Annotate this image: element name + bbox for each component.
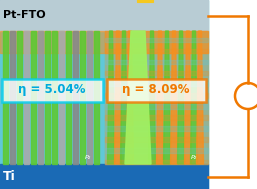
Bar xyxy=(105,82,208,86)
Bar xyxy=(105,115,208,120)
Polygon shape xyxy=(190,31,197,164)
Bar xyxy=(52,31,57,164)
Bar xyxy=(105,31,208,53)
Bar xyxy=(105,93,208,98)
Bar xyxy=(105,126,208,131)
Polygon shape xyxy=(115,31,122,164)
Text: Pt-FTO: Pt-FTO xyxy=(3,11,46,20)
Polygon shape xyxy=(126,31,133,164)
Bar xyxy=(3,31,7,164)
Polygon shape xyxy=(121,31,127,164)
Polygon shape xyxy=(197,31,204,164)
Bar xyxy=(80,31,85,164)
Bar xyxy=(10,31,14,164)
Bar xyxy=(0,0,208,31)
Bar xyxy=(105,71,208,75)
Polygon shape xyxy=(149,31,155,164)
Polygon shape xyxy=(107,31,115,164)
Bar xyxy=(105,104,208,109)
FancyBboxPatch shape xyxy=(2,78,103,101)
Bar xyxy=(59,31,63,164)
Bar xyxy=(105,160,208,164)
FancyBboxPatch shape xyxy=(106,78,206,101)
Bar xyxy=(31,31,35,164)
Bar xyxy=(105,31,208,164)
Bar xyxy=(0,31,105,53)
Bar xyxy=(105,149,208,153)
Polygon shape xyxy=(125,31,151,164)
Bar xyxy=(66,31,70,164)
Bar xyxy=(87,31,91,164)
Polygon shape xyxy=(170,31,178,164)
Bar xyxy=(105,38,208,42)
Polygon shape xyxy=(157,31,163,164)
Bar xyxy=(105,49,208,53)
Bar xyxy=(0,164,208,189)
Text: P₂: P₂ xyxy=(191,155,197,160)
Text: η = 5.04%: η = 5.04% xyxy=(18,84,86,97)
Text: Ti: Ti xyxy=(3,170,16,183)
Bar xyxy=(105,60,208,64)
Bar xyxy=(0,0,208,189)
Polygon shape xyxy=(178,31,185,164)
Bar xyxy=(38,31,42,164)
Text: η = 8.09%: η = 8.09% xyxy=(122,84,190,97)
Bar xyxy=(24,31,29,164)
Polygon shape xyxy=(130,0,160,2)
Polygon shape xyxy=(163,31,170,164)
Bar xyxy=(45,31,50,164)
Bar xyxy=(105,137,208,142)
Text: P₂: P₂ xyxy=(85,155,91,160)
Bar xyxy=(137,0,153,2)
Polygon shape xyxy=(185,31,191,164)
Bar xyxy=(105,31,208,164)
Bar xyxy=(73,31,78,164)
Bar xyxy=(94,31,98,164)
Bar xyxy=(17,31,22,164)
